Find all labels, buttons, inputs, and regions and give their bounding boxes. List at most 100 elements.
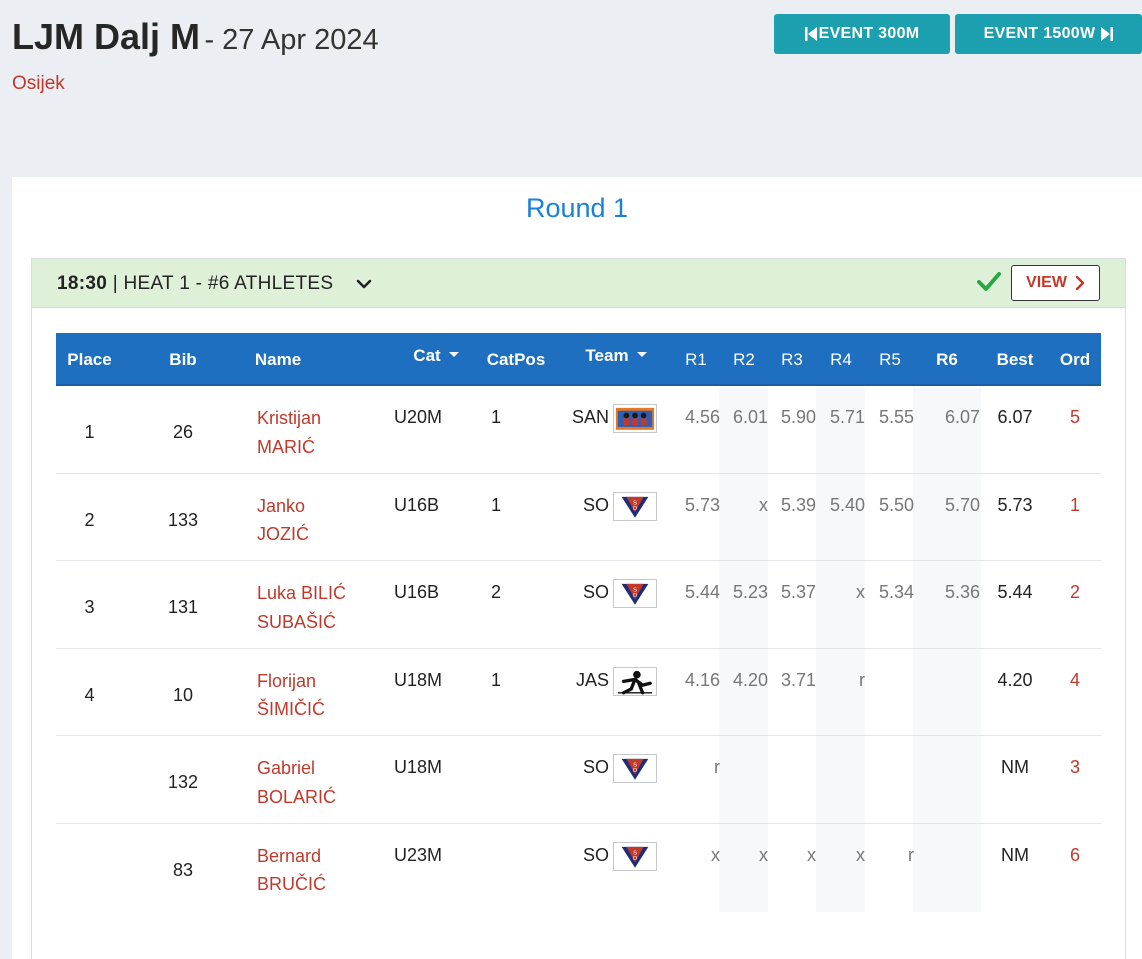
attempt-r1: 4.56 (684, 407, 720, 427)
col-team[interactable]: Team (566, 333, 666, 386)
col-place[interactable]: Place (67, 350, 112, 369)
place-cell: 3 (84, 597, 95, 617)
athlete-last-name: JOZIĆ (257, 524, 309, 544)
team-cell: SO (582, 844, 609, 865)
order-cell: 3 (1069, 757, 1080, 777)
catpos-cell: 1 (490, 494, 501, 515)
caret-down-icon (636, 352, 647, 358)
catpos-cell: 2 (490, 582, 501, 602)
col-r2[interactable]: R2 (733, 350, 755, 369)
column-stripe (816, 388, 865, 912)
category-cell: U23M (394, 844, 443, 865)
results-card: Round 1 18:30 | HEAT 1 - #6 ATHLETES VIE… (12, 177, 1142, 959)
best-cell: 5.44 (997, 582, 1033, 602)
attempt-r5: r (908, 844, 914, 865)
col-r4[interactable]: R4 (830, 350, 852, 369)
col-name[interactable]: Name (254, 350, 302, 369)
table-row[interactable]: 1 26 Kristijan MARIĆ U20M 1 SAN 4.56 6.01 5.90 5.7… (56, 386, 1101, 474)
attempt-r6: 5.36 (944, 582, 980, 602)
svg-text:O: O (633, 593, 638, 599)
order-cell: 1 (1069, 494, 1080, 515)
best-cell: NM (1001, 757, 1029, 777)
view-label: VIEW (1026, 274, 1067, 291)
attempt-r3: 5.39 (780, 494, 816, 515)
jas-logo (613, 666, 657, 696)
svg-text:S: S (633, 850, 637, 856)
athlete-name-link[interactable]: Gabriel BOLARIĆ (257, 754, 387, 811)
svg-text:O: O (633, 768, 638, 774)
svg-text:O: O (633, 856, 638, 862)
attempt-r1: 5.73 (684, 494, 720, 515)
team-cell: SAN (571, 407, 609, 427)
next-event-label: EVENT 1500W (983, 25, 1096, 42)
order-cell: 4 (1069, 669, 1080, 690)
attempt-r2: 5.23 (732, 582, 768, 602)
heat-header[interactable]: 18:30 | HEAT 1 - #6 ATHLETES VIEW (32, 259, 1125, 308)
bib-cell: 26 (172, 422, 194, 442)
col-cat[interactable]: Cat (386, 333, 486, 386)
col-best[interactable]: Best (996, 350, 1034, 369)
athlete-name-link[interactable]: Florijan ŠIMIČIĆ (257, 667, 387, 724)
table-body: 1 26 Kristijan MARIĆ U20M 1 SAN 4.56 6.01 5.90 5.7… (56, 386, 1101, 911)
athlete-first-name: Florijan (257, 670, 317, 691)
heat-label: | HEAT 1 - #6 ATHLETES (107, 273, 334, 294)
attempt-r5: 5.34 (878, 582, 914, 602)
col-r6[interactable]: R6 (936, 350, 958, 369)
attempt-r1: r (714, 757, 720, 777)
prev-event-label: EVENT 300M (818, 25, 920, 42)
team-cell: SO (582, 757, 609, 777)
best-cell: 4.20 (997, 669, 1033, 690)
catpos-cell: 1 (490, 669, 501, 690)
category-cell: U20M (394, 407, 443, 427)
col-bib[interactable]: Bib (169, 350, 197, 369)
athlete-first-name: Bernard (257, 845, 322, 866)
col-r5[interactable]: R5 (879, 350, 901, 369)
attempt-r6: 6.07 (944, 407, 980, 427)
attempt-r6: 5.70 (944, 494, 980, 515)
order-cell: 6 (1069, 844, 1080, 865)
col-r3[interactable]: R3 (781, 350, 803, 369)
prev-event-button[interactable]: EVENT 300M (774, 14, 950, 54)
team-cell: SO (582, 494, 609, 515)
next-event-button[interactable]: EVENT 1500W (955, 14, 1142, 54)
athlete-name-link[interactable]: Bernard BRUČIĆ (257, 842, 387, 899)
attempt-r3: x (807, 844, 816, 865)
check-icon (977, 272, 1001, 291)
event-date: - 27 Apr 2024 (204, 24, 379, 56)
col-ord[interactable]: Ord (1059, 350, 1091, 369)
event-name: LJM Dalj M (12, 16, 201, 57)
athlete-name-link[interactable]: Kristijan MARIĆ (257, 404, 387, 461)
athlete-first-name: Kristijan (257, 408, 322, 428)
attempt-r4: r (859, 669, 865, 690)
col-r1[interactable]: R1 (685, 350, 707, 369)
table-row[interactable]: 2 133 Janko JOZIĆ U16B 1 SO S O 5.73 x 5.39 5.40 5.50… (56, 474, 1101, 561)
bib-cell: 133 (167, 509, 199, 530)
table-row[interactable]: 4 10 Florijan ŠIMIČIĆ U18M 1 JAS 4.16 4.20 3.71 r 4… (56, 649, 1101, 736)
attempt-r5: 5.55 (878, 407, 914, 427)
svg-text:S: S (633, 587, 637, 593)
page-title: LJM Dalj M - 27 Apr 2024 (12, 16, 379, 58)
chevron-down-icon[interactable] (356, 278, 372, 290)
place-cell: 1 (84, 422, 95, 442)
order-cell: 5 (1069, 407, 1080, 427)
attempt-r4: 5.71 (829, 407, 865, 427)
catpos-cell: 1 (490, 407, 501, 427)
attempt-r4: x (856, 582, 865, 602)
svg-text:S: S (633, 500, 637, 506)
athlete-name-link[interactable]: Luka BILIĆ SUBAŠIĆ (257, 579, 387, 636)
skip-forward-icon (1101, 27, 1114, 41)
col-catpos[interactable]: CatPos (486, 350, 546, 369)
athlete-last-name: MARIĆ (257, 436, 315, 457)
heat-time: 18:30 (57, 273, 108, 294)
svg-text:O: O (633, 506, 638, 512)
table-row[interactable]: 3 131 Luka BILIĆ SUBAŠIĆ U16B 2 SO S O 5.44 5.23 5.… (56, 561, 1101, 649)
column-stripe (913, 388, 981, 912)
view-button[interactable]: VIEW (1011, 265, 1100, 301)
athlete-name-link[interactable]: Janko JOZIĆ (257, 492, 387, 549)
col-cat-label: Cat (413, 346, 441, 365)
